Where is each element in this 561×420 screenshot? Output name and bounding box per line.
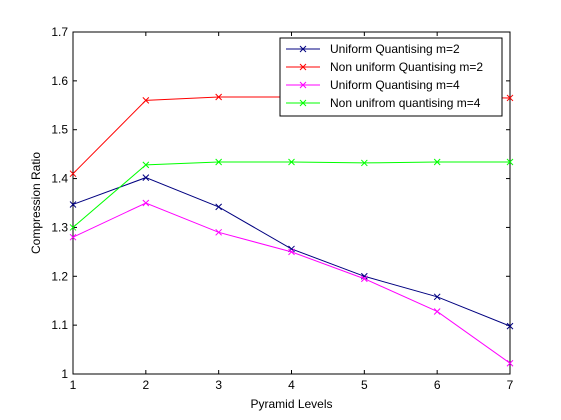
- x-axis-label: Pyramid Levels: [250, 397, 332, 411]
- legend-marker: [299, 63, 307, 71]
- legend-label: Non uniform Quantising m=2: [330, 60, 483, 74]
- x-tick-label: 6: [434, 378, 441, 392]
- data-point: [69, 224, 77, 231]
- y-tick-label: 1.4: [51, 172, 68, 186]
- x-tick-label: 7: [507, 378, 514, 392]
- y-tick-label: 1.6: [51, 74, 68, 88]
- data-point: [142, 97, 150, 104]
- y-tick-label: 1.5: [51, 123, 68, 137]
- data-point: [433, 308, 441, 315]
- y-tick-label: 1.2: [51, 269, 68, 283]
- data-point: [506, 94, 514, 102]
- data-point: [69, 201, 77, 208]
- data-point: [506, 158, 514, 166]
- data-point: [215, 93, 223, 101]
- data-point: [215, 203, 223, 211]
- data-point: [360, 159, 368, 167]
- x-tick-label: 3: [215, 378, 222, 392]
- data-point: [142, 174, 150, 181]
- x-tick-label: 2: [142, 378, 149, 392]
- data-point: [506, 322, 514, 330]
- legend-marker: [299, 81, 307, 89]
- data-point: [433, 293, 441, 301]
- legend-label: Uniform Quantising m=2: [330, 42, 460, 56]
- legend-label: Uniform Quantising m=4: [330, 78, 460, 92]
- data-point: [288, 158, 295, 166]
- series-4: [69, 158, 514, 231]
- x-tick-label: 5: [361, 378, 368, 392]
- data-point: [433, 158, 441, 166]
- data-point: [360, 275, 368, 283]
- series-3: [69, 199, 514, 367]
- data-point: [69, 233, 77, 241]
- data-point: [142, 161, 150, 169]
- data-point: [215, 158, 223, 166]
- x-tick-label: 1: [70, 378, 77, 392]
- data-point: [288, 248, 295, 256]
- data-point: [69, 170, 77, 178]
- y-tick-label: 1.1: [51, 318, 68, 332]
- y-tick-label: 1.3: [51, 220, 68, 234]
- legend-label: Non unifrom quantising m=4: [330, 96, 481, 110]
- y-axis-ticks: 1 1.1 1.2 1.3 1.4 1.5 1.6 1.7: [51, 25, 510, 381]
- legend: Uniform Quantising m=2 Non uniform Quanti…: [279, 37, 503, 117]
- legend-marker: [299, 99, 307, 107]
- y-tick-label: 1: [61, 367, 68, 381]
- series-1: [69, 174, 514, 330]
- x-axis-ticks: 1 2 3 4 5 6 7: [70, 32, 514, 392]
- data-point: [506, 359, 514, 367]
- y-axis-label: Compression Ratio: [29, 152, 43, 254]
- y-tick-label: 1.7: [51, 25, 68, 39]
- legend-marker: [299, 45, 307, 53]
- x-tick-label: 4: [288, 378, 295, 392]
- data-point: [215, 228, 223, 236]
- data-point: [142, 199, 150, 207]
